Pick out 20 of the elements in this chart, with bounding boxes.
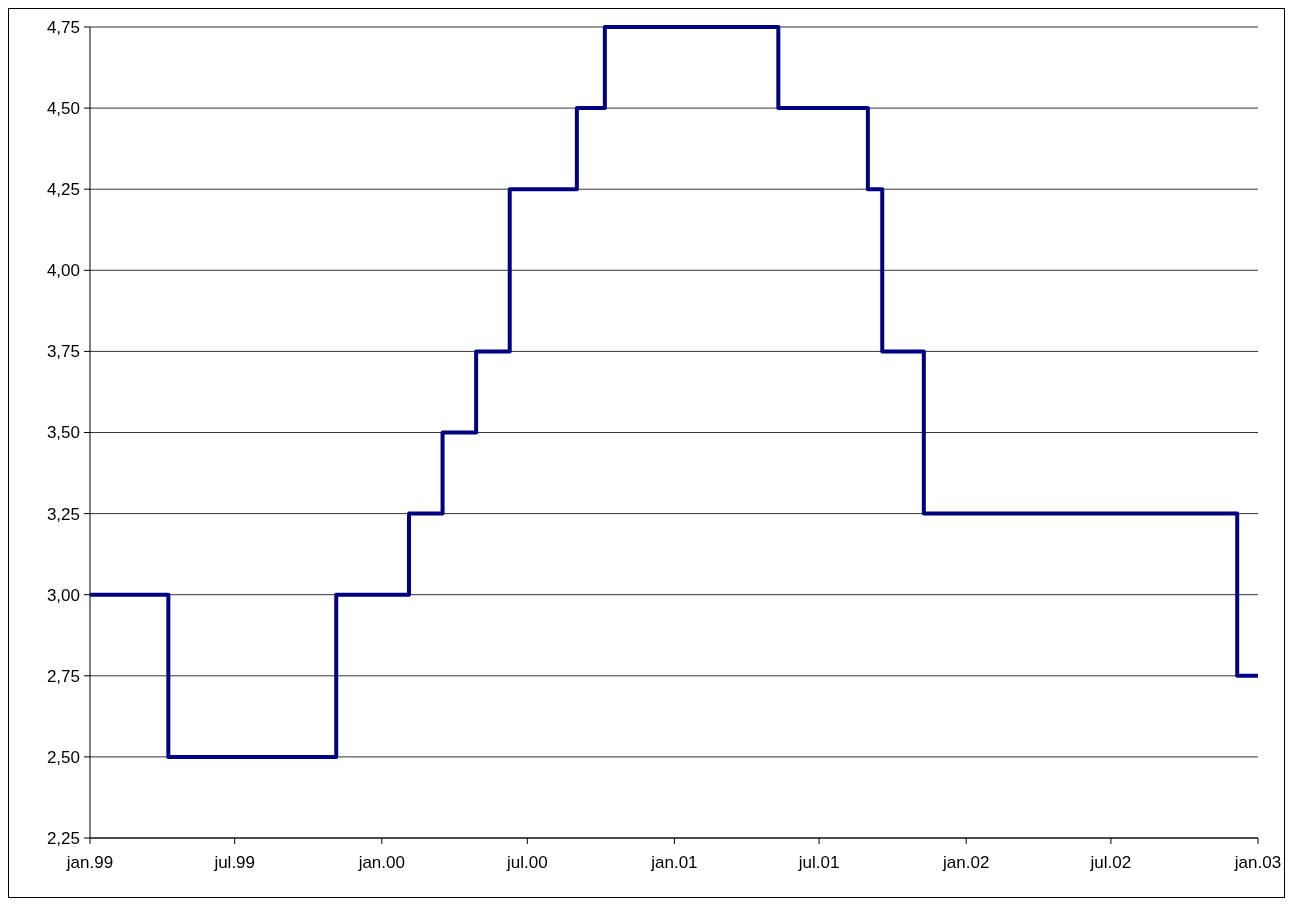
y-tick-label: 3,50 [46,423,80,443]
y-tick-label: 4,00 [46,261,80,281]
y-tick-label: 3,75 [46,342,80,362]
y-tick-label: 2,50 [46,747,80,767]
y-tick-label: 2,75 [46,666,80,686]
x-tick-label: jan.00 [357,853,405,872]
y-tick-label: 4,25 [46,180,80,200]
y-tick-label: 2,25 [46,828,80,848]
x-tick-label: jul.01 [797,853,840,872]
x-tick-label: jan.03 [1233,853,1282,872]
x-tick-label: jul.00 [505,853,548,872]
x-tick-label: jan.02 [942,853,990,872]
x-tick-label: jul.02 [1089,853,1132,872]
y-tick-label: 3,25 [46,504,80,524]
y-tick-label: 4,75 [46,17,80,37]
x-tick-label: jul.99 [213,853,256,872]
x-tick-label: jan.99 [65,853,114,872]
x-tick-label: jan.01 [650,853,698,872]
y-tick-label: 3,00 [46,585,80,605]
y-tick-label: 4,50 [46,99,80,119]
